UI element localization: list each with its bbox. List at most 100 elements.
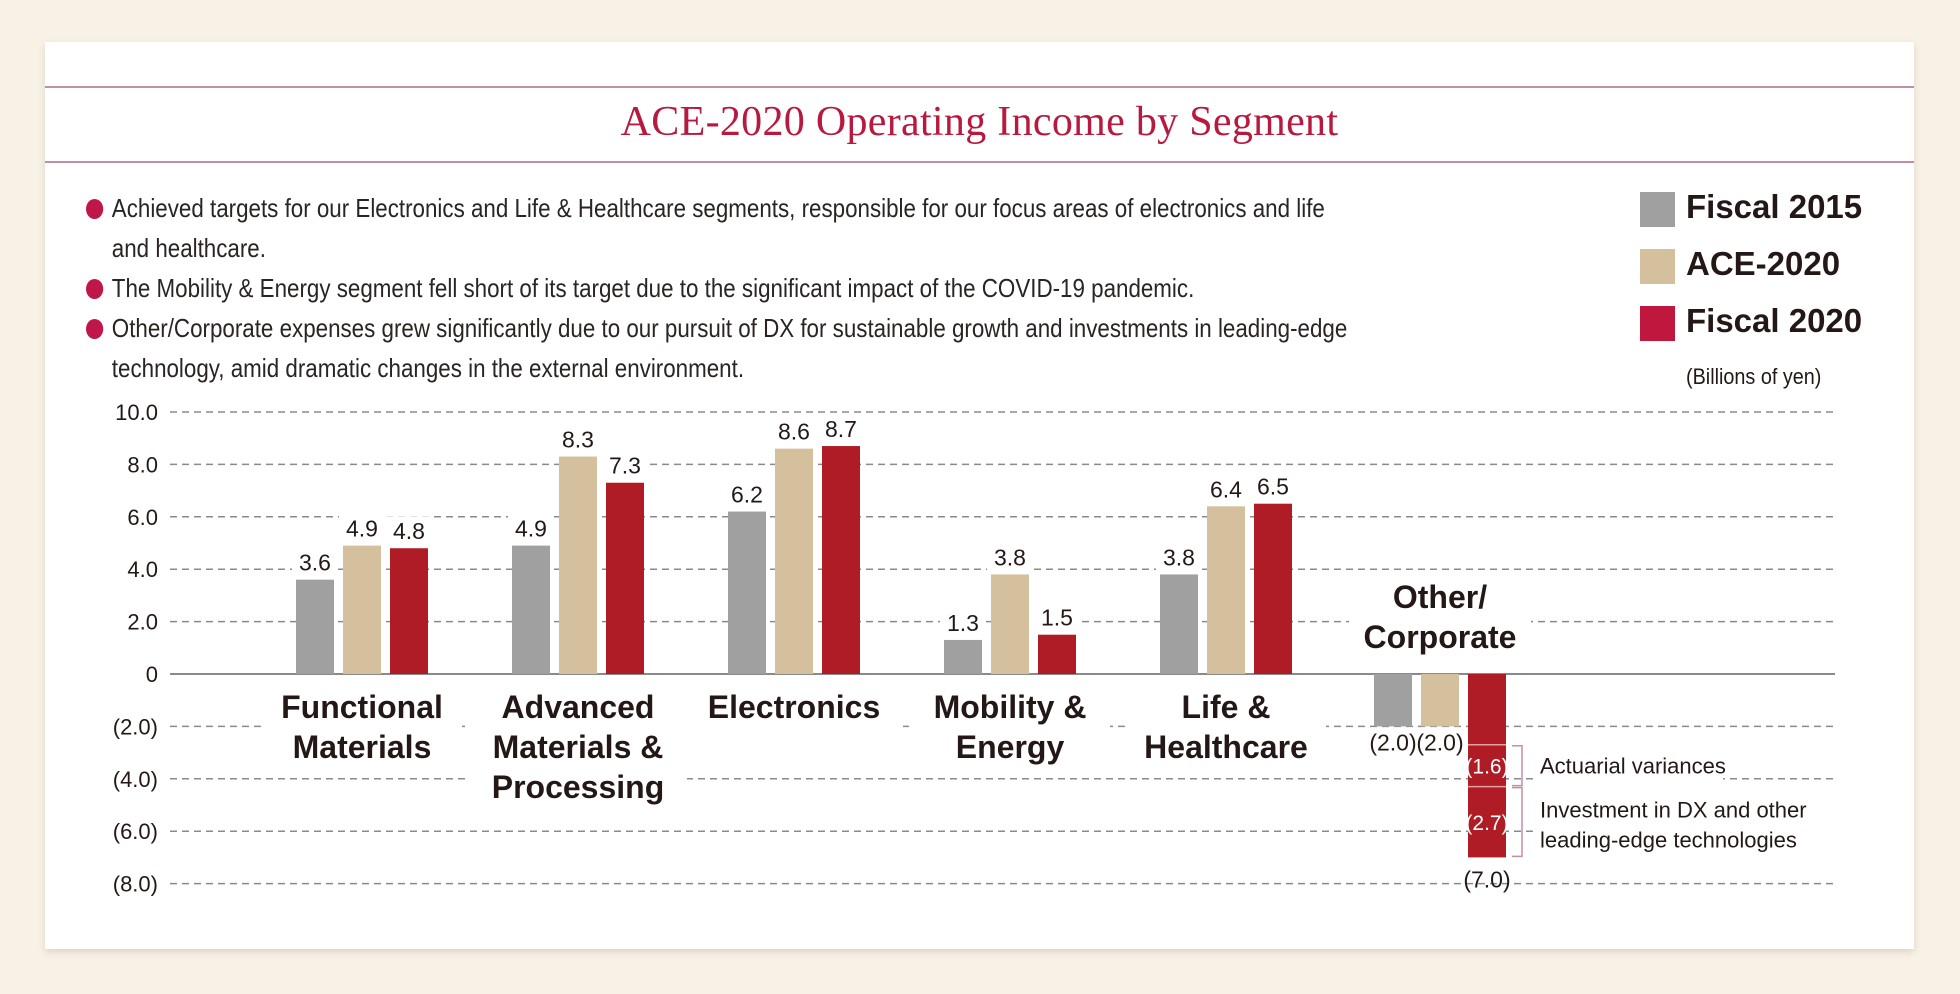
bar [606, 482, 644, 674]
value-label-mask [987, 542, 1033, 571]
category-label-mask [262, 686, 462, 772]
y-tick-label: (8.0) [113, 872, 158, 897]
y-tick-label: (6.0) [113, 819, 158, 844]
legend-swatch [1640, 306, 1675, 341]
bar-value-label: 6.5 [1257, 474, 1289, 500]
bar [1160, 574, 1198, 674]
category-label: Materials [293, 729, 432, 765]
bullet-text-line: Other/Corporate expenses grew significan… [111, 313, 1348, 343]
category-label: Other/ [1393, 579, 1487, 615]
bar-value-label: 8.7 [825, 416, 857, 442]
bar-value-label: 3.6 [299, 550, 331, 576]
chart-title: ACE-2020 Operating Income by Segment [620, 99, 1339, 145]
note-mask [1538, 749, 1723, 780]
bullet-dot-icon [86, 199, 104, 219]
value-label-mask [1250, 471, 1296, 500]
value-label-mask [724, 479, 770, 508]
bar [390, 548, 428, 674]
bar [296, 579, 334, 674]
category-label: Electronics [708, 689, 881, 725]
bar [1421, 674, 1459, 727]
bracket [1512, 744, 1523, 787]
value-label-mask [555, 424, 601, 453]
bar-value-label: 4.9 [515, 516, 547, 542]
bar [822, 446, 860, 674]
category-label: Materials & [493, 729, 664, 765]
bullet-text-line: technology, amid dramatic changes in the… [111, 353, 745, 383]
annotation-label: Investment in DX and other [1540, 798, 1807, 823]
value-label-mask [940, 607, 986, 636]
bar [1207, 506, 1245, 674]
category-label-mask [685, 686, 903, 732]
bar [991, 574, 1029, 674]
legend-label: Fiscal 2015 [1686, 188, 1863, 225]
legend-swatch [1640, 192, 1675, 227]
value-label-mask [1156, 542, 1202, 571]
annotation-label: Actuarial variances [1540, 754, 1726, 779]
title-rule-bottom [45, 161, 1914, 163]
value-label-mask [292, 547, 338, 576]
bullet-text-line: and healthcare. [111, 233, 266, 263]
bar-segment [1468, 744, 1506, 787]
bullet-dot-icon [86, 319, 104, 339]
category-label: Functional [281, 689, 443, 725]
y-tick-label: 2.0 [127, 610, 158, 635]
units-label: (Billions of yen) [1686, 364, 1822, 389]
category-label: Corporate [1364, 619, 1517, 655]
segment-value-label: (2.7) [1465, 812, 1508, 835]
category-label: Healthcare [1144, 729, 1308, 765]
y-tick-label: (4.0) [113, 767, 158, 792]
bar [1038, 634, 1076, 674]
y-tick-label: 4.0 [127, 557, 158, 582]
bullet-list: Achieved targets for our Electronics and… [86, 188, 1516, 388]
y-tick-label: 8.0 [127, 452, 158, 477]
bar-value-label: 1.5 [1041, 605, 1073, 631]
bar [775, 448, 813, 674]
bar-value-label: 6.4 [1210, 476, 1242, 502]
value-label-mask [339, 513, 385, 542]
bar-value-label: 4.9 [346, 516, 378, 542]
bullet-dot-icon [86, 279, 104, 299]
category-label-mask [469, 686, 687, 812]
bar-value-label: 3.8 [1163, 544, 1195, 570]
bar [1374, 674, 1412, 727]
category-label-mask [1126, 686, 1326, 772]
legend-swatch [1640, 249, 1675, 284]
bar-value-label: (7.0) [1463, 866, 1510, 892]
bar-value-label: (2.0) [1416, 729, 1463, 755]
value-label-mask [818, 414, 864, 443]
category-label: Advanced [502, 689, 655, 725]
bullet-item: The Mobility & Energy segment fell short… [86, 268, 1538, 308]
bar-value-label: 8.3 [562, 427, 594, 453]
bar-segment [1468, 786, 1506, 858]
category-label: Mobility & [934, 689, 1087, 725]
title-rule-top [45, 86, 1914, 88]
y-tick-label: (2.0) [113, 714, 158, 739]
bracket [1512, 786, 1523, 858]
bar-value-label: (2.0) [1369, 729, 1416, 755]
bar [728, 511, 766, 674]
bar-value-label: 6.2 [731, 482, 763, 508]
bar [343, 545, 381, 674]
bar [512, 545, 550, 674]
legend-label: Fiscal 2020 [1686, 302, 1863, 339]
bar-segment [1468, 674, 1506, 745]
bar-value-label: 4.8 [393, 518, 425, 544]
category-label: Processing [492, 769, 665, 805]
value-label-mask [1203, 474, 1249, 503]
y-tick-label: 10.0 [115, 400, 158, 425]
bar-value-label: 1.3 [947, 610, 979, 636]
bullet-item: Other/Corporate expenses grew significan… [86, 308, 1538, 388]
bar-value-label: 3.8 [994, 544, 1026, 570]
note-mask [1538, 792, 1838, 859]
bullet-item: Achieved targets for our Electronics and… [86, 188, 1538, 268]
category-label-mask [910, 686, 1110, 772]
value-label-mask [602, 450, 648, 479]
segment-value-label: (1.6) [1465, 756, 1508, 779]
bar [944, 639, 982, 674]
bar [1254, 503, 1292, 674]
value-label-mask [508, 513, 554, 542]
legend-label: ACE-2020 [1686, 245, 1841, 282]
y-tick-label: 0 [146, 662, 158, 687]
